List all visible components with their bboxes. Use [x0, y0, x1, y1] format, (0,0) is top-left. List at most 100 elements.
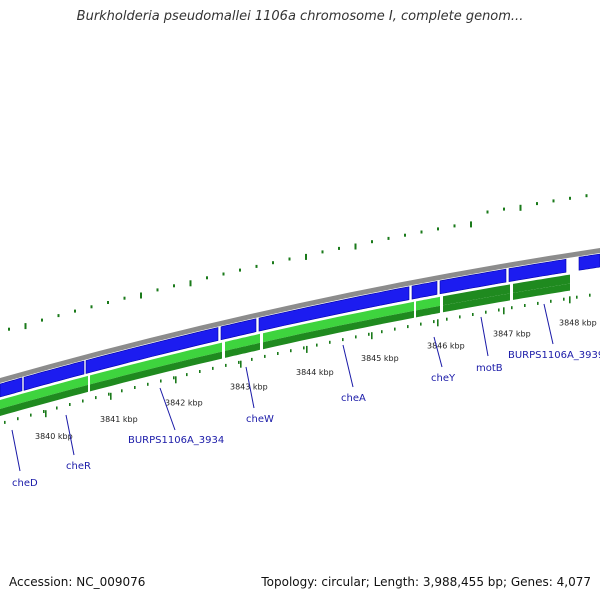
cds-track	[0, 274, 570, 416]
genome-summary: Topology: circular; Length: 3,988,455 bp…	[261, 575, 591, 589]
ruler-minor-tick	[225, 363, 227, 367]
ruler-minor-tick	[524, 304, 526, 307]
map-title: Burkholderia pseudomallei 1106a chromoso…	[76, 9, 524, 24]
ruler-minor-tick	[303, 346, 305, 350]
ruler-major-tick	[371, 332, 373, 340]
ruler-minor-tick	[43, 410, 45, 413]
ruler-minor-tick	[459, 315, 461, 319]
cds-band-lower	[0, 384, 88, 416]
cds-band-upper	[513, 274, 570, 293]
gc-tick	[173, 284, 175, 288]
ruler-minor-tick	[511, 306, 513, 310]
ruler-minor-tick	[550, 299, 552, 303]
ruler-minor-tick	[199, 370, 201, 373]
ruler-minor-tick	[316, 343, 318, 347]
kbp-tick-label: 3840 kbp	[35, 432, 73, 441]
ruler-minor-tick	[186, 373, 188, 377]
gc-tick	[305, 253, 307, 260]
gc-tick	[8, 327, 10, 331]
ruler-minor-tick	[329, 340, 331, 344]
ruler-minor-tick	[342, 338, 344, 342]
gc-tick	[222, 272, 225, 276]
ruler-major-tick	[306, 345, 308, 353]
gc-tick	[239, 268, 241, 272]
ruler-minor-tick	[433, 320, 435, 324]
cds-band-lower	[416, 305, 440, 318]
ruler-minor-tick	[420, 322, 422, 326]
gene-arrow	[508, 258, 567, 282]
gene-label-chey: cheY	[431, 373, 456, 384]
gene-label-motb: motB	[476, 363, 503, 374]
cds-band-lower	[443, 293, 510, 313]
gene-label-cher: cheR	[66, 461, 91, 472]
ruler-minor-tick	[407, 325, 409, 329]
ruler-major-tick	[110, 392, 112, 400]
gc-tick	[486, 210, 489, 214]
gc-tick	[387, 236, 390, 240]
ruler-minor-tick	[485, 310, 487, 314]
cds-band-upper	[0, 375, 88, 409]
gene-label-chea: cheA	[341, 393, 366, 404]
ruler-minor-tick	[30, 413, 32, 417]
gc-tick	[57, 314, 60, 318]
gene-label-burps1106a_3939: BURPS1106A_3939	[508, 350, 600, 361]
ruler-minor-tick	[173, 376, 175, 380]
gc-tick	[24, 323, 27, 330]
gc-tick	[156, 288, 159, 292]
ruler-minor-tick	[147, 382, 149, 386]
kbp-tick-label: 3846 kbp	[427, 341, 465, 350]
backbone-track	[0, 248, 600, 383]
ruler-minor-tick	[212, 366, 214, 370]
ruler-major-tick	[503, 307, 505, 315]
kbp-tick-label: 3845 kbp	[361, 354, 399, 363]
cds-band-upper	[263, 301, 414, 343]
gc-tick	[503, 207, 505, 211]
ruler-minor-tick	[4, 420, 6, 424]
gc-tick	[41, 318, 43, 322]
kbp-tick-label: 3848 kbp	[559, 318, 597, 327]
gc-content-track	[8, 194, 588, 331]
gene-leader-line	[159, 387, 176, 431]
ruler-minor-tick	[537, 301, 539, 305]
gene-arrow	[220, 318, 257, 341]
ruler-major-tick	[437, 319, 439, 327]
kbp-tick-label: 3841 kbp	[100, 415, 138, 424]
gene-arrow	[578, 253, 600, 271]
ruler-major-tick	[45, 410, 47, 418]
gene-arrow	[411, 281, 438, 300]
ruler-minor-tick	[394, 327, 396, 331]
cds-band-lower	[263, 310, 414, 350]
ruler-major-tick	[240, 360, 242, 368]
gc-tick	[536, 202, 538, 206]
cds-band-lower	[513, 283, 570, 300]
gene-label-ched: cheD	[12, 478, 38, 489]
ruler-minor-tick	[17, 417, 19, 421]
ruler-minor-tick	[290, 349, 292, 353]
gc-tick	[470, 221, 472, 228]
cds-band-upper	[225, 333, 260, 351]
gc-tick	[74, 309, 76, 313]
ruler-minor-tick	[381, 330, 383, 334]
cds-band-upper	[90, 342, 222, 385]
kbp-tick-label: 3847 kbp	[493, 329, 531, 338]
gene-label-burps1106a_3934: BURPS1106A_3934	[128, 435, 224, 446]
ruler-minor-tick	[264, 354, 266, 358]
kbp-tick-label: 3843 kbp	[230, 383, 268, 392]
ruler-minor-tick	[576, 295, 578, 299]
accession-label: Accession: NC_009076	[9, 575, 146, 589]
gene-leader-line	[433, 336, 443, 368]
gene-arrow	[85, 327, 219, 374]
kbp-tick-label: 3842 kbp	[165, 398, 203, 407]
ruler-minor-tick	[95, 396, 97, 400]
gene-leader-line	[342, 344, 354, 388]
ruler-minor-tick	[498, 308, 500, 312]
ruler-minor-tick	[589, 293, 591, 297]
gene-arrow	[258, 286, 410, 332]
ruler-minor-tick	[563, 297, 565, 301]
gc-tick	[288, 257, 291, 261]
ruler-minor-tick	[134, 386, 136, 389]
ruler-minor-tick	[121, 389, 123, 393]
ruler-minor-tick	[277, 352, 279, 355]
gc-tick	[552, 199, 555, 203]
